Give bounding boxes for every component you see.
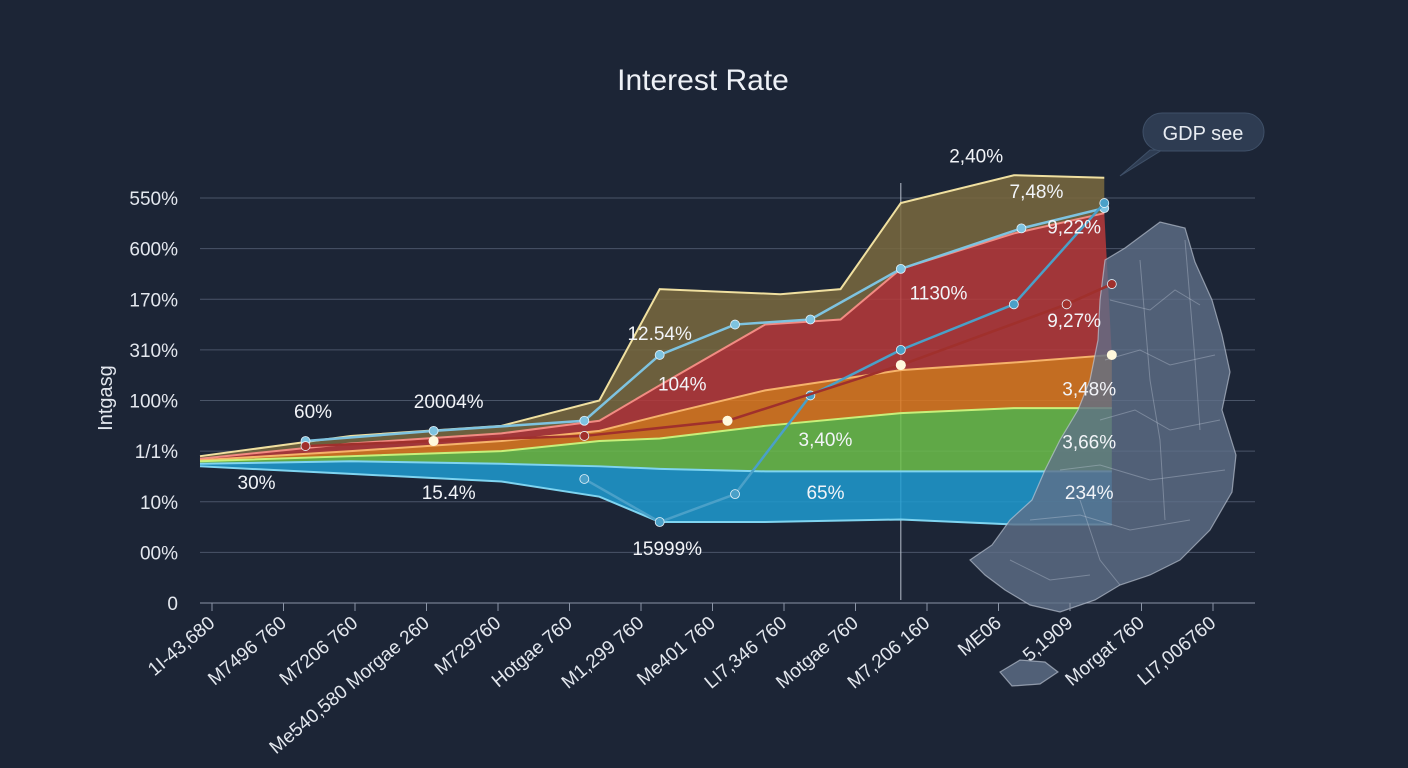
marker-mortgage xyxy=(1016,223,1027,234)
marker-mortgage xyxy=(579,415,590,426)
x-tick-label: 5,1909 xyxy=(1019,613,1077,666)
data-label: 12.54% xyxy=(627,324,692,345)
y-tick-label: 10% xyxy=(140,493,178,514)
map-island xyxy=(999,659,1060,687)
y-tick-label: 170% xyxy=(129,290,178,311)
marker-treasury xyxy=(895,344,906,355)
y-tick-label: 0 xyxy=(167,594,178,615)
y-tick-labels: 0 00% 10% 1/1% 100% 310% 170% 600% 550% xyxy=(129,189,178,615)
data-labels: 2,40% 7,48% 9,22% 1130% 9,27% 12.54% 104% 3,48%… xyxy=(238,147,1117,560)
marker-prime xyxy=(1106,279,1117,289)
marker-treasury xyxy=(654,517,665,527)
data-label: 7,48% xyxy=(1010,182,1064,203)
regional-map xyxy=(969,221,1237,687)
area-edge-green xyxy=(199,407,1112,463)
marker-prime xyxy=(300,441,311,451)
data-label: 15999% xyxy=(632,539,702,560)
data-label: 30% xyxy=(238,473,276,494)
callout-box xyxy=(1142,112,1265,152)
data-label: 15.4% xyxy=(422,483,476,504)
marker-treasury xyxy=(579,474,590,484)
area-edge-orange xyxy=(199,353,1112,462)
callout-pointer xyxy=(1119,149,1164,177)
data-label: 3,40% xyxy=(799,430,853,451)
marker-treasury xyxy=(1099,198,1110,208)
data-label: 1130% xyxy=(910,283,968,304)
area-series xyxy=(199,174,1112,526)
map-region-border xyxy=(1079,499,1121,586)
map-region-border xyxy=(1099,409,1221,431)
data-label: 9,27% xyxy=(1047,311,1101,332)
data-label: 2,40% xyxy=(949,147,1003,168)
area-edge-blue xyxy=(199,460,1112,473)
map-mainland xyxy=(969,221,1237,613)
area-band-orange xyxy=(200,354,1112,462)
data-label: 20004% xyxy=(414,392,484,413)
map-region-border xyxy=(1059,464,1226,481)
highlight-marker xyxy=(428,436,439,446)
marker-mortgage xyxy=(895,263,906,274)
marker-mortgage xyxy=(428,425,439,436)
map-region-border xyxy=(1109,289,1201,311)
y-tick-label: 100% xyxy=(129,392,178,413)
marker-treasury xyxy=(730,489,740,500)
highlight-marker xyxy=(722,415,733,426)
highlight-marker xyxy=(1106,349,1117,360)
callout: GDP see xyxy=(1119,112,1265,177)
y-tick-label: 600% xyxy=(129,240,178,261)
x-tick-label: ME06 xyxy=(954,613,1006,661)
map-region-border xyxy=(1104,349,1216,366)
callout-text: GDP see xyxy=(1163,123,1244,145)
marker-mortgage xyxy=(654,350,665,360)
highlight-marker xyxy=(895,360,906,371)
y-tick-label: 310% xyxy=(129,341,178,362)
map-region-border xyxy=(1139,259,1166,521)
x-tick-label: LI7,006760 xyxy=(1134,613,1220,690)
y-tick-label: 00% xyxy=(140,543,178,564)
marker-prime xyxy=(579,431,590,441)
data-label: 3,66% xyxy=(1062,433,1116,454)
area-band-green xyxy=(200,408,1112,472)
marker-prime xyxy=(1061,299,1072,310)
y-tick-label: 550% xyxy=(129,189,178,210)
area-band-red xyxy=(200,213,1112,461)
map-region-border xyxy=(1184,239,1201,431)
y-axis-label: Intgasg xyxy=(95,365,117,431)
x-tick-label: Morgat 760 xyxy=(1062,613,1149,691)
marker-mortgage xyxy=(805,314,816,325)
marker-mortgage xyxy=(730,319,740,330)
y-tick-label: 1/1% xyxy=(135,442,178,463)
data-label: 9,22% xyxy=(1047,217,1101,238)
data-label: 104% xyxy=(658,374,707,395)
data-label: 65% xyxy=(806,483,844,504)
data-label: 3,48% xyxy=(1062,379,1116,400)
data-label: 60% xyxy=(294,402,332,423)
marker-treasury xyxy=(1008,299,1019,310)
chart-title: Interest Rate xyxy=(617,64,789,97)
data-label: 234% xyxy=(1065,483,1114,504)
area-band-brown xyxy=(200,175,1105,459)
x-tick-label: M7496 760 xyxy=(204,613,290,690)
map-region-border xyxy=(1029,514,1191,531)
line-series xyxy=(300,198,1117,527)
map-region-border xyxy=(1009,559,1091,581)
